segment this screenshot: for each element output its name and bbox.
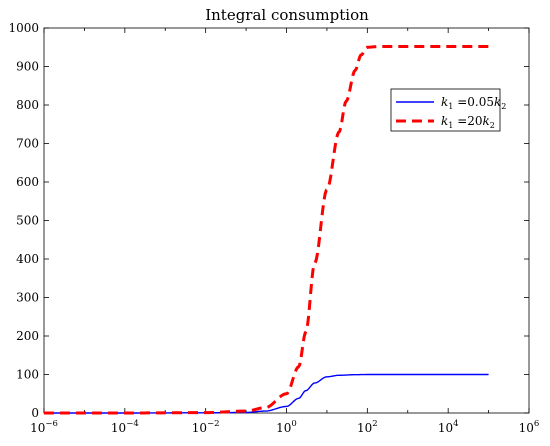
y-tick-label: 400 — [16, 252, 39, 266]
y-tick-label: 700 — [16, 137, 39, 151]
legend-label-1: k1 =0.05k2 — [441, 95, 506, 111]
x-tick-label: 10−2 — [192, 419, 220, 435]
axis-ticks: 10−6 10−4 10−2 100 102 104 106 0 100 200 300 400 500… — [8, 21, 539, 435]
series-layer — [44, 44, 489, 415]
plot-area-frame — [43, 27, 530, 414]
x-tick-label: 10−4 — [111, 419, 139, 435]
legend-label-2: k1 =20k2 — [441, 114, 495, 130]
y-tick-label: 800 — [16, 98, 39, 112]
x-tick-label: 100 — [276, 419, 297, 435]
series-line-1 — [44, 373, 489, 414]
series-line-2 — [44, 44, 489, 415]
x-tick-label: 106 — [519, 419, 540, 435]
legend-box — [390, 88, 501, 132]
x-tick-label: 104 — [438, 419, 459, 435]
chart-title: Integral consumption — [205, 6, 369, 24]
y-tick-label: 0 — [31, 406, 39, 420]
y-tick-label: 600 — [16, 175, 39, 189]
y-tick-label: 900 — [16, 60, 39, 74]
x-tick-label: 10−6 — [30, 419, 58, 435]
legend: k1 =0.05k2 k1 =20k2 — [390, 88, 506, 132]
y-tick-label: 300 — [16, 291, 39, 305]
y-tick-label: 100 — [16, 368, 39, 382]
y-tick-label: 500 — [16, 214, 39, 228]
y-tick-label: 1000 — [8, 21, 39, 35]
y-tick-label: 200 — [16, 329, 39, 343]
x-tick-label: 102 — [357, 419, 378, 435]
